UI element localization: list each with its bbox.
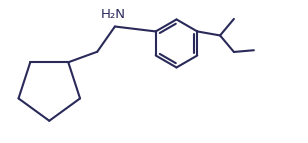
Text: H₂N: H₂N — [101, 8, 126, 21]
